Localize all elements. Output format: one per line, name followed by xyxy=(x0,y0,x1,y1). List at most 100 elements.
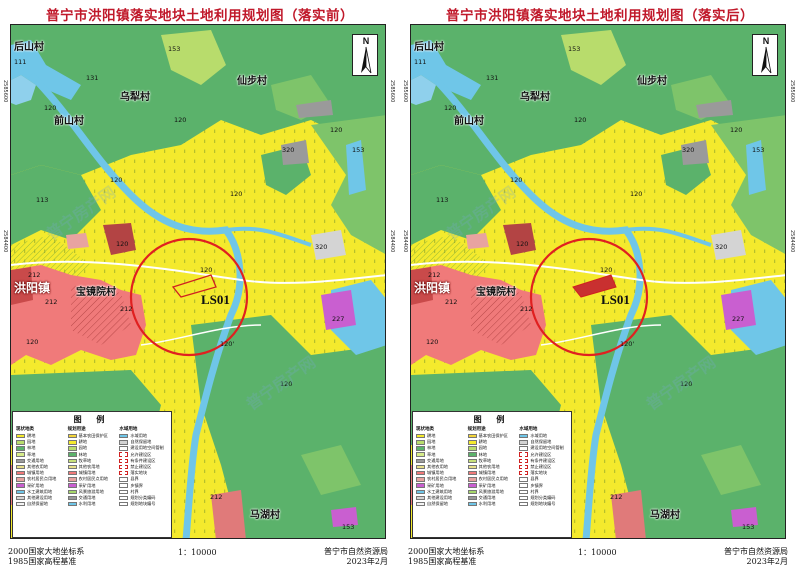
river xyxy=(428,72,644,538)
forest-north xyxy=(11,25,385,175)
map-canvas[interactable]: ı xyxy=(10,24,386,539)
code-212-b: 212 xyxy=(45,298,58,306)
traffic-block-1 xyxy=(681,140,709,165)
highlight-circle xyxy=(529,237,649,357)
legend-item: 允许建设区 xyxy=(119,452,168,458)
forest-patch-3 xyxy=(701,445,761,495)
code-120-b: 120 xyxy=(574,116,587,124)
code-113: 113 xyxy=(36,196,49,204)
legend-col-3: 水域用地 水域用地 自然保留地 建设用地空间管制 允许建设区 有条件建设区 禁止建设区 落实… xyxy=(519,426,568,507)
code-120-h: 120' xyxy=(620,340,635,348)
garden-patch-1 xyxy=(561,30,626,85)
code-120-e: 120 xyxy=(630,190,643,198)
forest-east xyxy=(311,115,385,254)
coord-side-a: 2585600 xyxy=(402,80,408,103)
rural-block-south xyxy=(611,490,646,538)
legend-item: 交通用地 xyxy=(467,495,517,501)
legend-item: 其他农用地 xyxy=(16,464,65,470)
legend-item: 其他农用地 xyxy=(67,464,117,470)
code-120-i: 120 xyxy=(426,338,439,346)
code-320-a: 320 xyxy=(282,146,295,154)
legend-item: 采矿用地 xyxy=(467,483,517,489)
legend-item: 自然保留地 xyxy=(119,439,168,445)
legend-item: 耕地 xyxy=(67,439,117,445)
legend-item: 自然保留地 xyxy=(519,439,568,445)
code-212-a: 212 xyxy=(428,271,441,279)
legend-title: 图 例 xyxy=(73,415,111,424)
legend-item: 交通用地 xyxy=(67,495,117,501)
code-120-f: 120 xyxy=(116,240,129,248)
river-branch xyxy=(625,226,712,247)
legend-item: 有条件建设区 xyxy=(519,458,568,464)
legend-item: 耕地 xyxy=(467,439,517,445)
code-120-f: 120 xyxy=(516,240,529,248)
legend-item: 规划分类编码 xyxy=(119,495,168,501)
village-qianshan: 前山村 xyxy=(454,116,484,127)
code-153-b: 153 xyxy=(352,146,365,154)
legend-item: 村界 xyxy=(119,489,168,495)
legend-item: 牧草地 xyxy=(467,458,517,464)
village-houshan: 后山村 xyxy=(414,42,444,53)
legend-item: 城镇用地 xyxy=(416,470,465,476)
north-arrow: N xyxy=(352,34,378,76)
north-arrow: N xyxy=(752,34,778,76)
coord-side-d: 2584400 xyxy=(789,230,795,253)
legend-item: 基本农田保护区 xyxy=(467,433,517,439)
rural-block-south xyxy=(211,490,246,538)
water-pond-2 xyxy=(11,75,36,105)
forest-north xyxy=(411,25,785,175)
code-120-a: 120 xyxy=(44,104,57,112)
code-212-c: 212 xyxy=(520,305,533,313)
legend-item: 耕地 xyxy=(416,433,465,439)
code-212-b: 212 xyxy=(445,298,458,306)
legend-item: 落实地块 xyxy=(119,470,168,476)
code-153-c: 153 xyxy=(742,523,755,531)
highlight-circle xyxy=(129,237,249,357)
map-title: 普宁市洪阳镇落实地块土地利用规划图（落实后） xyxy=(446,8,754,24)
coord-side-c: 2585600 xyxy=(789,80,795,103)
panel-after: 普宁市洪阳镇落实地块土地利用规划图（落实后） 39422700 39423400… xyxy=(400,0,800,574)
rural-block-2 xyxy=(466,233,489,249)
legend-item: 自然保留地 xyxy=(16,501,65,507)
legend-item: 风景旅游用地 xyxy=(467,489,517,495)
footer-org: 普宁市自然资源局 2023年2月 xyxy=(324,547,388,566)
village-xianbu: 仙步村 xyxy=(637,76,667,87)
legend-item: 城镇用地 xyxy=(67,470,117,476)
legend-item: 风景旅游用地 xyxy=(67,489,117,495)
legend-item: 建设用地空间管制 xyxy=(119,445,168,451)
village-mahu: 马湖村 xyxy=(250,510,280,521)
code-212-a: 212 xyxy=(28,271,41,279)
code-131: 131 xyxy=(86,74,99,82)
legend-item: 禁止建设区 xyxy=(119,464,168,470)
legend-item: 县界 xyxy=(519,476,568,482)
legend-item: 水工建筑用地 xyxy=(416,489,465,495)
coord-side-a: 2585600 xyxy=(2,80,8,103)
reserve-block-1 xyxy=(311,230,346,260)
land-use-map: ı xyxy=(11,25,385,538)
code-120-h: 120' xyxy=(220,340,235,348)
legend-item: 其他农用地 xyxy=(467,464,517,470)
town-hongyang: 洪阳镇 xyxy=(14,281,51,295)
legend-item: 交通用地 xyxy=(16,458,65,464)
legend-item: 林地 xyxy=(67,452,117,458)
code-320-b: 320 xyxy=(315,243,328,251)
code-120-c: 120 xyxy=(730,126,743,134)
legend-item: 落实地块 xyxy=(519,470,568,476)
legend-item: 园地 xyxy=(467,445,517,451)
legend-col-3: 水域用地 水域用地 自然保留地 建设用地空间管制 允许建设区 有条件建设区 禁止建设区 落实… xyxy=(119,426,168,507)
legend-item: 农村居民点用地 xyxy=(467,476,517,482)
footer-scale: 1：10000 xyxy=(178,548,217,557)
village-houshan: 后山村 xyxy=(14,42,44,53)
town-hatch xyxy=(71,285,131,345)
river xyxy=(28,72,244,538)
rural-block-1 xyxy=(103,223,136,255)
mining-block xyxy=(321,290,356,330)
town-hongyang: 洪阳镇 xyxy=(414,281,451,295)
code-120-a: 120 xyxy=(444,104,457,112)
legend-item: 农村居民点用地 xyxy=(416,476,465,482)
legend-item: 采矿用地 xyxy=(16,483,65,489)
code-320-b: 320 xyxy=(715,243,728,251)
plot-label-ls01: LS01 xyxy=(201,292,230,307)
traffic-block-2 xyxy=(296,100,333,118)
legend-item: 园地 xyxy=(16,439,65,445)
